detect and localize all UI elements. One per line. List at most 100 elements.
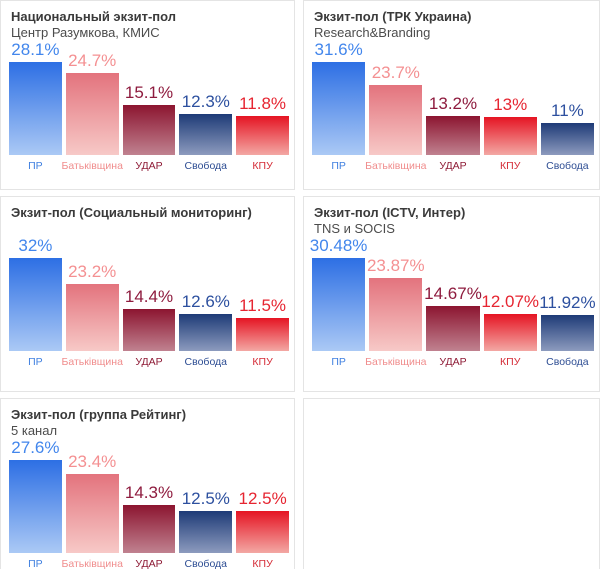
party-label: УДАР [135,356,163,368]
bar [65,284,119,351]
party-label: УДАР [135,558,163,569]
bar-column: 14.4% УДАР [122,287,176,369]
bar-value-label: 23.2% [68,262,117,281]
bar-value-label: 23.87% [366,256,425,275]
bar-value-label: 28.1% [11,40,60,59]
bar-column: 13% КПУ [483,95,537,173]
bar-column: 23.4% Батьківщина [61,452,122,569]
bar [179,114,233,155]
bar-column: 11% Свобода [540,101,595,173]
bar [122,105,176,155]
bar-value-label: 30.48% [309,236,368,255]
poll-panel-trk-ukraina: Экзит-пол (ТРК Украина) Research&Brandin… [303,0,600,190]
party-label: КПУ [252,160,273,172]
bar-column: 12.07% КПУ [481,292,539,369]
bar [236,318,289,351]
bar-value-label: 24.7% [68,51,117,70]
bar [65,474,119,553]
bar-chart: 32% ПР 23.2% Батьківщина 14.4% УДАР 12.6% Свобо… [9,221,289,369]
panel-title: Экзит-пол (ICTV, Интер) [314,205,466,220]
bar [426,306,480,351]
bar [65,73,119,155]
bar [9,62,62,155]
poll-panel-rating-group: Экзит-пол (группа Рейтинг) 5 канал 27.6%… [0,398,295,569]
bar-value-label: 12.5% [238,489,287,508]
bar-value-label: 13% [493,95,528,114]
party-label: КПУ [252,558,273,569]
party-label: Свобода [546,160,589,172]
bar [312,258,366,351]
party-label: КПУ [500,160,521,172]
bar [540,315,595,351]
panel-subtitle: TNS и SOCIS [314,221,395,236]
party-label: Свобода [184,558,228,569]
bar-column: 30.48% ПР [309,236,368,369]
bar-value-label: 23.4% [68,452,117,471]
party-label: ПР [331,356,346,368]
panel-subtitle: Research&Branding [314,25,431,40]
bar [483,314,537,351]
bar-column: 13.2% УДАР [426,94,480,173]
bar-column: 27.6% ПР [9,438,62,569]
bar-value-label: 14.3% [124,483,174,502]
party-label: Батьківщина [61,356,123,368]
poll-panel-social-monitoring: Экзит-пол (Социальный мониторинг) 32% ПР 2… [0,196,295,392]
bar [122,309,176,351]
panel-title: Экзит-пол (Социальный мониторинг) [11,205,252,220]
party-label: КПУ [252,356,273,368]
bar-column: 24.7% Батьківщина [61,51,122,173]
bar [9,460,62,553]
bar-value-label: 12.6% [181,292,230,311]
bar-column: 23.7% Батьківщина [365,63,426,173]
bar-column: 23.2% Батьківщина [61,262,122,369]
bar [369,278,423,351]
bar-value-label: 15.1% [124,83,174,102]
party-label: ПР [28,160,43,172]
bar-value-label: 11.8% [239,94,287,113]
bar [236,116,289,155]
bar-value-label: 12.5% [181,489,230,508]
panel-title: Экзит-пол (ТРК Украина) [314,9,472,24]
bar-value-label: 32% [18,236,53,255]
party-label: ПР [28,558,43,569]
party-label: Свобода [546,356,589,368]
empty-cell [303,398,600,569]
bar-value-label: 27.6% [11,438,60,457]
bar-value-label: 31.6% [314,40,363,59]
bar [179,511,233,553]
party-label: Батьківщина [61,160,123,172]
panel-subtitle: 5 канал [11,423,58,438]
bar [369,85,423,155]
party-label: Батьківщина [61,558,123,569]
poll-panel-ictv-inter: Экзит-пол (ICTV, Интер) TNS и SOCIS 30.4… [303,196,600,392]
party-label: УДАР [439,356,467,368]
party-label: ПР [28,356,43,368]
party-label: УДАР [135,160,163,172]
bar-value-label: 14.67% [424,284,482,303]
bar [122,505,176,553]
bar [312,62,366,155]
panel-subtitle: Центр Разумкова, КМИС [11,25,160,40]
bar [9,258,62,351]
party-label: Батьківщина [365,160,427,172]
bar-column: 28.1% ПР [9,40,62,173]
bar-chart: 28.1% ПР 24.7% Батьківщина 15.1% УДАР 12.3% Сво… [9,25,289,173]
party-label: КПУ [500,356,521,368]
bar-column: 11.92% Свобода [539,293,595,369]
panel-title: Национальный экзит-пол [11,9,176,24]
bar-value-label: 11.5% [239,296,287,315]
bar [426,116,480,155]
party-label: ПР [331,160,346,172]
bar [483,117,537,155]
panel-title: Экзит-пол (группа Рейтинг) [11,407,187,422]
bar-column: 11.5% КПУ [236,296,289,369]
bar-value-label: 11% [551,101,584,120]
bar [236,511,289,553]
poll-panel-national: Национальный экзит-пол Центр Разумкова, … [0,0,295,190]
bar-column: 15.1% УДАР [122,83,176,173]
bar [540,123,595,155]
party-label: Свобода [184,356,228,368]
bar-column: 12.5% Свобода [179,489,233,569]
bar-column: 12.5% КПУ [236,489,289,569]
